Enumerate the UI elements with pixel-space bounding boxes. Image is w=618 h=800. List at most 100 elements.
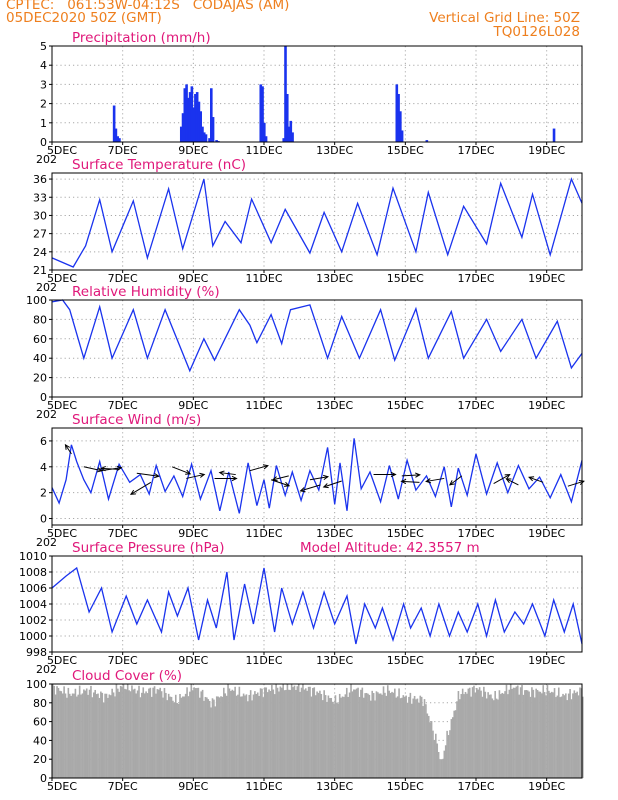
cloud-bar — [340, 697, 342, 778]
cloud-bar — [309, 686, 311, 778]
cloud-bar — [300, 687, 303, 778]
cloud-bar — [334, 695, 337, 778]
pres-xtick-label: 11DEC — [245, 654, 282, 667]
cloud-bar — [138, 685, 140, 778]
temp-xtick-label: 5DEC — [47, 272, 77, 285]
cloud-bar — [477, 689, 480, 778]
cloud-bar — [303, 689, 306, 778]
cloud-bar — [258, 695, 260, 778]
cloud-bar — [208, 700, 211, 778]
wind-arrow — [270, 479, 290, 487]
cloud-bar — [83, 689, 85, 778]
rh-series-line — [51, 299, 583, 373]
cloud-bar — [473, 685, 475, 778]
cloud-bar — [117, 688, 119, 778]
cloud-ytick-label: 100 — [26, 678, 47, 691]
cloud-bar — [559, 697, 561, 778]
cloud-bar — [579, 687, 581, 778]
cloud-bar — [436, 743, 439, 778]
cloud-bar — [128, 690, 130, 778]
cloud-bar — [535, 688, 537, 778]
year-fragment: 202 — [36, 663, 57, 676]
rh-xtick-label: 15DEC — [387, 399, 424, 412]
cloud-bar — [146, 693, 149, 778]
temp-xtick-label: 13DEC — [316, 272, 353, 285]
cloud-bar — [115, 684, 118, 778]
cloud-bar — [282, 684, 284, 778]
cloud-bar — [386, 685, 389, 778]
cloud-bar — [519, 687, 522, 778]
cloud-bar — [490, 694, 492, 778]
precip-bar — [284, 46, 287, 142]
cloud-bar — [385, 695, 388, 778]
cloud-bar — [389, 692, 392, 778]
cloud-bar — [299, 691, 301, 778]
cloud-bar — [450, 719, 453, 778]
cloud-bar — [148, 688, 150, 778]
cloud-bar — [545, 695, 547, 778]
cloud-bar — [512, 687, 515, 778]
cloud-bar — [343, 696, 345, 778]
cloud-bar — [143, 693, 146, 778]
cloud-bar — [77, 694, 80, 778]
model-altitude: Model Altitude: 42.3557 m — [300, 540, 480, 556]
cloud-bar — [224, 693, 227, 778]
cloud-bar — [94, 689, 96, 778]
cloud-bar — [124, 688, 126, 778]
cloud-bar — [193, 687, 195, 778]
cloud-bar — [508, 689, 511, 778]
cloud-bar — [101, 692, 104, 778]
precip-bar — [116, 136, 119, 142]
precip-bar — [400, 130, 404, 142]
wind-arrow — [83, 466, 102, 472]
cloud-xtick-label: 15DEC — [387, 780, 424, 793]
temp-ytick-label: 21 — [33, 264, 47, 277]
cloud-bar — [405, 695, 407, 778]
cloud-bar — [347, 696, 349, 778]
cloud-bar — [187, 696, 190, 778]
wind-arrow-head — [64, 443, 70, 450]
wind-arrow-head — [299, 487, 306, 493]
cloud-bar — [326, 701, 328, 778]
cloud-bar — [198, 697, 201, 778]
wind-arrow — [186, 473, 205, 479]
cloud-bar — [290, 684, 293, 778]
cloud-bar — [166, 700, 169, 778]
cloud-bar — [254, 691, 256, 778]
pres-xtick-label: 19DEC — [528, 654, 565, 667]
precip-xtick-label: 13DEC — [316, 144, 353, 157]
precip-xtick-label: 19DEC — [528, 144, 565, 157]
wind-xtick-label: 15DEC — [387, 527, 424, 540]
rh-ytick-label: 0 — [40, 391, 47, 404]
cloud-bar — [394, 688, 396, 778]
temp-xtick-label: 19DEC — [528, 272, 565, 285]
cloud-bar — [377, 692, 379, 778]
cloud-bar — [296, 686, 299, 778]
cloud-bar — [59, 690, 61, 778]
cloud-bar — [269, 690, 272, 778]
cloud-bar — [248, 694, 251, 778]
cloud-bar — [444, 745, 447, 778]
header-station: CPTEC: 061:53W-04:12S CODAJAS (AM) — [6, 0, 290, 13]
cloud-bar — [446, 730, 448, 778]
cloud-bar — [87, 694, 89, 778]
cloud-bar — [536, 690, 539, 778]
wind-arrow-head — [414, 472, 421, 478]
wind-arrow-head — [271, 476, 278, 482]
cloud-bar — [392, 692, 395, 778]
cloud-bar — [484, 691, 487, 778]
cloud-bar — [401, 697, 403, 778]
pres-ytick-label: 1010 — [19, 550, 47, 563]
wind-ytick-label: 4 — [40, 461, 47, 474]
pres-ytick-label: 1000 — [19, 630, 47, 643]
cloud-bar — [341, 696, 344, 778]
cloud-bar — [160, 691, 163, 778]
cloud-bar — [206, 697, 208, 778]
precip-bar — [282, 138, 286, 142]
wind-arrow — [300, 484, 321, 492]
cloud-bar — [249, 690, 252, 778]
cloud-bar — [228, 688, 231, 778]
cloud-bar — [556, 695, 559, 778]
cloud-bar — [319, 690, 321, 778]
